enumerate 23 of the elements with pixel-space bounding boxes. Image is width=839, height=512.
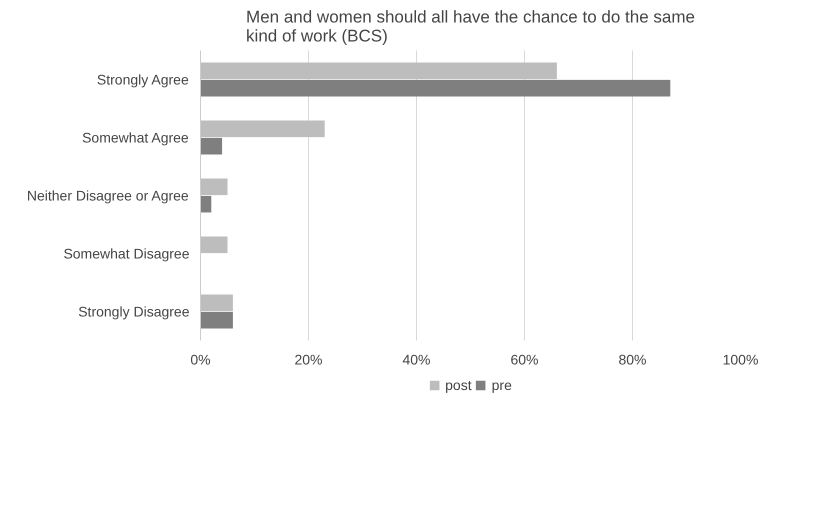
bar (200, 62, 557, 80)
legend-label: pre (492, 377, 512, 393)
bar (200, 196, 212, 212)
bar (200, 294, 233, 312)
y-tick-label: Somewhat Disagree (63, 246, 190, 262)
y-tick-label: Strongly Disagree (78, 304, 190, 320)
bar (200, 312, 233, 328)
bar (200, 120, 325, 138)
x-tick-label: 0% (190, 352, 211, 368)
x-tick-label: 80% (618, 352, 647, 368)
bar (200, 236, 228, 254)
bar (200, 80, 670, 96)
bar (200, 178, 228, 196)
y-tick-label: Somewhat Agree (82, 130, 189, 146)
y-tick-label: Neither Disagree or Agree (26, 188, 189, 204)
x-tick-label: 40% (402, 352, 431, 368)
x-tick-label: 100% (722, 352, 758, 368)
x-tick-label: 20% (294, 352, 323, 368)
chart-title: Men and women should all have the chance to do the same kind of work (BCS) (246, 8, 695, 46)
legend-label: post (445, 377, 472, 393)
x-tick-label: 60% (510, 352, 539, 368)
bar (200, 138, 222, 154)
y-tick-label: Strongly Agree (96, 72, 189, 88)
